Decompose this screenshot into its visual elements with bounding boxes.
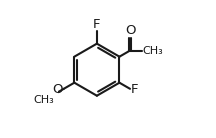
Text: O: O [125, 24, 135, 38]
Text: CH₃: CH₃ [143, 46, 164, 56]
Text: CH₃: CH₃ [33, 95, 54, 105]
Text: O: O [53, 83, 63, 96]
Text: F: F [93, 18, 101, 31]
Text: F: F [131, 83, 138, 96]
